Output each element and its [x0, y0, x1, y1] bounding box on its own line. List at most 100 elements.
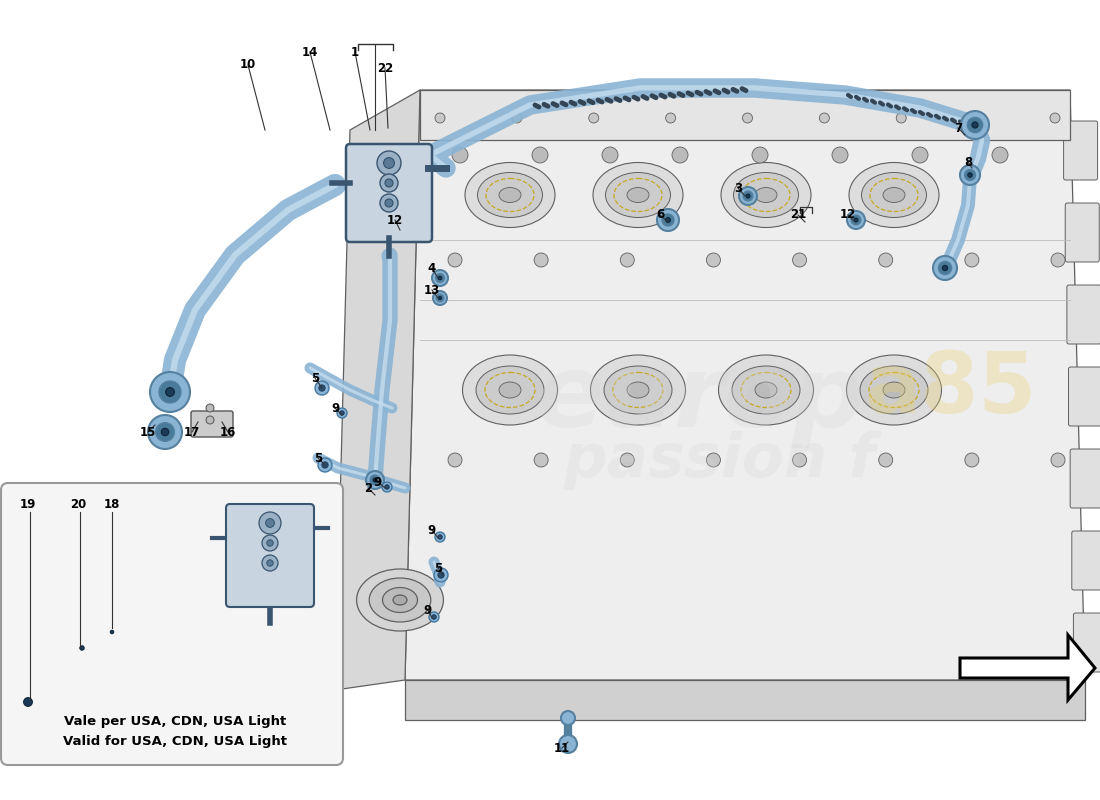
Polygon shape [960, 635, 1094, 700]
Circle shape [961, 111, 989, 139]
Ellipse shape [720, 162, 811, 227]
Circle shape [448, 453, 462, 467]
Circle shape [148, 415, 182, 449]
Text: Valid for USA, CDN, USA Light: Valid for USA, CDN, USA Light [63, 735, 287, 749]
Ellipse shape [465, 162, 556, 227]
FancyBboxPatch shape [1, 483, 343, 765]
Circle shape [965, 453, 979, 467]
Circle shape [267, 540, 273, 546]
Circle shape [319, 385, 326, 391]
Circle shape [879, 453, 893, 467]
Circle shape [80, 646, 85, 650]
Circle shape [436, 294, 444, 302]
Circle shape [72, 638, 92, 658]
Text: Vale per USA, CDN, USA Light: Vale per USA, CDN, USA Light [64, 715, 286, 729]
Circle shape [395, 223, 405, 233]
Circle shape [8, 682, 48, 722]
FancyBboxPatch shape [1070, 449, 1100, 508]
Text: 5: 5 [314, 451, 322, 465]
Circle shape [385, 485, 389, 490]
Text: 16: 16 [220, 426, 236, 438]
Circle shape [110, 630, 113, 634]
Circle shape [933, 256, 957, 280]
Circle shape [373, 478, 377, 482]
Circle shape [620, 453, 635, 467]
Circle shape [620, 253, 635, 267]
Circle shape [384, 158, 395, 168]
Circle shape [452, 147, 468, 163]
Circle shape [992, 147, 1008, 163]
Circle shape [340, 410, 344, 415]
Circle shape [657, 209, 679, 231]
FancyBboxPatch shape [1074, 613, 1100, 672]
Circle shape [1050, 253, 1065, 267]
Circle shape [150, 372, 190, 412]
Ellipse shape [860, 366, 928, 414]
FancyBboxPatch shape [1065, 203, 1099, 262]
Circle shape [206, 404, 214, 412]
Circle shape [370, 475, 379, 485]
Text: 9: 9 [428, 523, 436, 537]
Circle shape [960, 165, 980, 185]
Text: 18: 18 [103, 498, 120, 511]
Text: 5: 5 [311, 371, 319, 385]
Circle shape [267, 560, 273, 566]
Circle shape [532, 147, 548, 163]
Text: 3: 3 [734, 182, 742, 194]
Text: 10: 10 [240, 58, 256, 71]
Circle shape [432, 270, 448, 286]
Circle shape [943, 266, 947, 270]
Text: 4: 4 [428, 262, 436, 274]
Polygon shape [420, 90, 1070, 140]
Ellipse shape [883, 382, 905, 398]
Circle shape [742, 113, 752, 123]
Circle shape [1050, 453, 1065, 467]
Circle shape [433, 291, 447, 305]
Circle shape [366, 471, 384, 489]
Circle shape [793, 253, 806, 267]
Circle shape [706, 453, 721, 467]
Circle shape [160, 381, 182, 403]
Circle shape [666, 218, 670, 222]
Text: 11: 11 [554, 742, 570, 754]
Circle shape [438, 276, 442, 280]
Ellipse shape [477, 173, 542, 218]
Ellipse shape [849, 162, 939, 227]
Circle shape [438, 534, 442, 539]
Circle shape [854, 218, 858, 222]
Circle shape [672, 147, 688, 163]
Circle shape [258, 512, 280, 534]
Circle shape [896, 113, 906, 123]
Circle shape [206, 416, 214, 424]
Ellipse shape [393, 595, 407, 605]
FancyBboxPatch shape [1064, 121, 1098, 180]
Circle shape [434, 532, 446, 542]
Circle shape [322, 462, 328, 468]
Circle shape [706, 253, 721, 267]
Circle shape [588, 113, 598, 123]
Circle shape [851, 215, 861, 225]
Circle shape [104, 624, 120, 640]
Polygon shape [405, 680, 1085, 720]
Circle shape [385, 199, 393, 207]
Ellipse shape [755, 187, 777, 202]
Circle shape [968, 173, 972, 178]
Polygon shape [336, 90, 420, 690]
Ellipse shape [356, 569, 443, 631]
Circle shape [398, 226, 402, 230]
Ellipse shape [370, 578, 431, 622]
Circle shape [438, 572, 444, 578]
FancyBboxPatch shape [191, 411, 233, 437]
Ellipse shape [593, 162, 683, 227]
Circle shape [385, 179, 393, 187]
Text: 9: 9 [424, 603, 432, 617]
Circle shape [512, 113, 521, 123]
Ellipse shape [604, 366, 672, 414]
Text: 13: 13 [424, 283, 440, 297]
Text: 22: 22 [377, 62, 393, 74]
FancyBboxPatch shape [346, 144, 432, 242]
Ellipse shape [627, 187, 649, 202]
Circle shape [379, 194, 398, 212]
Circle shape [965, 253, 979, 267]
Circle shape [108, 627, 117, 637]
